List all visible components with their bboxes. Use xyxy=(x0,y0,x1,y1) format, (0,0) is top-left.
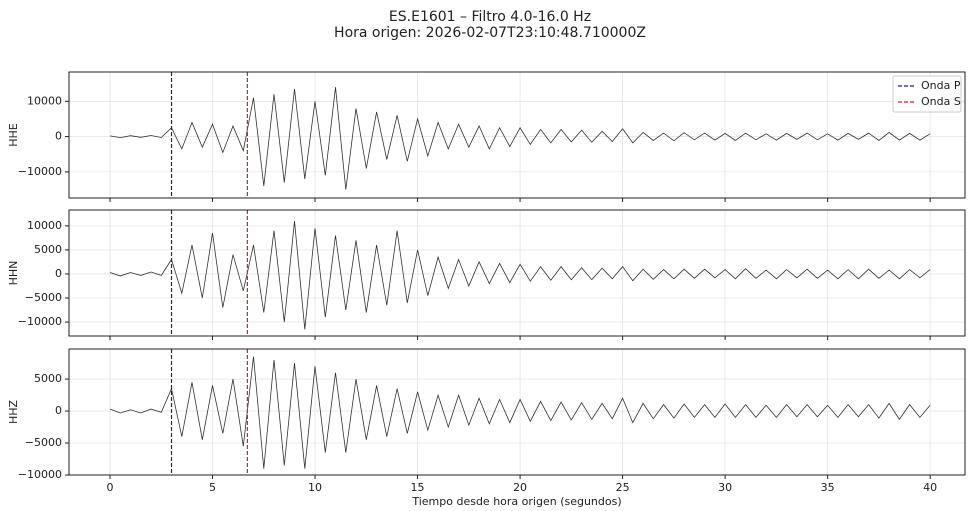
y-tick-label: −10000 xyxy=(18,468,62,481)
legend-label: Onda P xyxy=(921,79,961,92)
y-tick-label: 0 xyxy=(55,404,62,417)
y-tick-label: 10000 xyxy=(27,219,62,232)
waveform xyxy=(109,356,931,469)
x-tick-label: 40 xyxy=(923,481,937,494)
y-tick-label: −5000 xyxy=(25,291,62,304)
x-tick-label: 0 xyxy=(107,481,114,494)
y-axis-label: HHZ xyxy=(7,400,20,425)
panel: −10000 −5000 0 5000 10000 HHN xyxy=(7,209,966,340)
x-tick-label: 25 xyxy=(616,481,630,494)
legend-box xyxy=(892,75,962,113)
plot-frame xyxy=(68,209,966,337)
chart-subtitle: Hora origen: 2026-02-07T23:10:48.710000Z xyxy=(334,25,646,41)
y-tick-label: −10000 xyxy=(18,165,62,178)
x-tick-label: 5 xyxy=(209,481,216,494)
waveform xyxy=(109,221,931,330)
y-axis-label: HHN xyxy=(7,261,20,286)
y-tick-label: −10000 xyxy=(18,315,62,328)
plot-frame xyxy=(68,71,966,199)
waveform xyxy=(109,87,931,190)
panel: 0 5 10 15 20 25 30 35 40 −10000 −5000 0 5000 HHZ Tiemp… xyxy=(7,348,966,508)
x-tick-label: 20 xyxy=(513,481,527,494)
y-tick-label: 5000 xyxy=(34,243,62,256)
y-tick-label: 0 xyxy=(55,267,62,280)
x-tick-label: 15 xyxy=(411,481,425,494)
x-tick-label: 30 xyxy=(718,481,732,494)
y-tick-label: 10000 xyxy=(27,94,62,107)
x-tick-label: 10 xyxy=(308,481,322,494)
y-tick-label: 0 xyxy=(55,130,62,143)
y-tick-label: −5000 xyxy=(25,436,62,449)
legend-label: Onda S xyxy=(921,95,961,108)
chart-title: ES.E1601 – Filtro 4.0-16.0 Hz xyxy=(389,9,591,25)
panel: −10000 0 10000 HHE Onda P Onda S xyxy=(7,71,966,202)
x-axis-label: Tiempo desde hora origen (segundos) xyxy=(411,495,621,508)
y-axis-label: HHE xyxy=(7,123,20,147)
x-tick-label: 35 xyxy=(821,481,835,494)
plot-frame xyxy=(68,348,966,476)
y-tick-label: 5000 xyxy=(34,372,62,385)
